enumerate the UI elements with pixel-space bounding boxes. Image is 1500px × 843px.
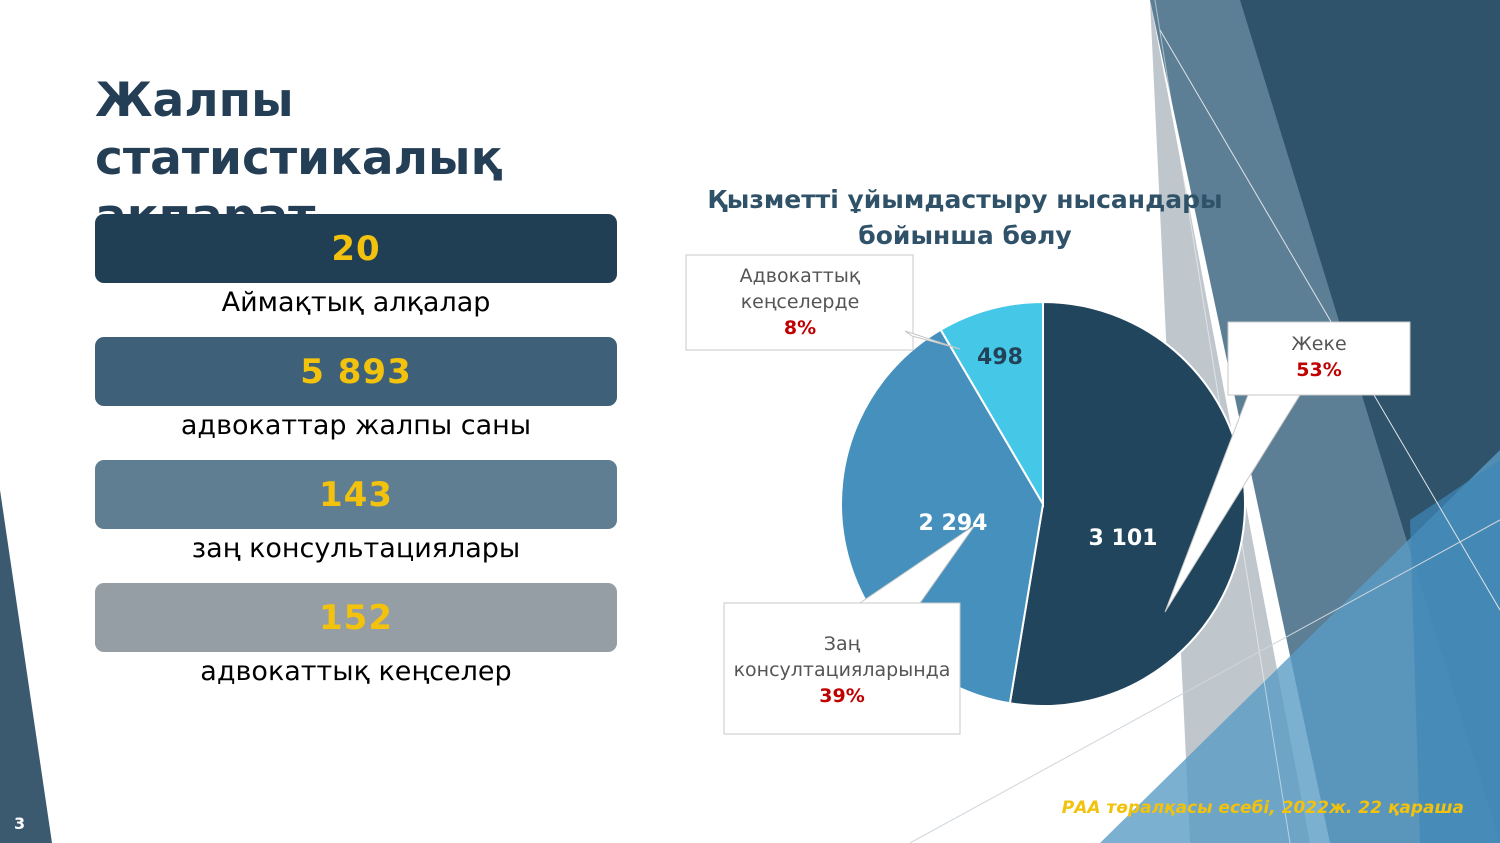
stat-box-legal-consultations: 143	[95, 460, 617, 529]
stat-box-total-lawyers: 5 893	[95, 337, 617, 406]
callout-consultations: Заң консултацияларында 39%	[726, 631, 958, 709]
stat-label-total-lawyers: адвокаттар жалпы саны	[180, 410, 532, 441]
stat-label-regional-boards: Аймақтық алқалар	[221, 287, 491, 318]
stat-box-law-offices: 152	[95, 583, 617, 652]
pie-slice-label-1: 2 294	[919, 511, 988, 536]
callout-law-offices: Адвокаттық кеңселерде 8%	[690, 263, 910, 341]
footer-source: РАА төралқасы есебі, 2022ж. 22 қараша	[1061, 798, 1464, 818]
callout-law-offices-label: Адвокаттық кеңселерде	[739, 265, 861, 313]
pie-slice-0	[1008, 300, 1246, 707]
pie-slice-label-0: 3 101	[1089, 526, 1158, 551]
callout-law-offices-percent: 8%	[783, 317, 817, 339]
callout-consultations-percent: 39%	[819, 685, 865, 707]
callout-private-percent: 53%	[1296, 359, 1342, 381]
chart-title: Қызметті ұйымдастыру нысандары бойынша б…	[707, 185, 1223, 250]
pie-slice-2	[939, 300, 1044, 508]
callout-consultations-label: Заң консултацияларында	[733, 633, 951, 681]
callout-private: Жеке 53%	[1230, 331, 1408, 383]
stat-label-legal-consultations: заң консультациялары	[191, 533, 521, 564]
pie-slice-label-2: 498	[977, 345, 1023, 370]
callout-private-label: Жеке	[1291, 333, 1347, 355]
page-number: 3	[14, 814, 26, 833]
stat-box-regional-boards: 20	[95, 214, 617, 283]
stat-label-law-offices: адвокаттық кеңселер	[200, 656, 512, 687]
